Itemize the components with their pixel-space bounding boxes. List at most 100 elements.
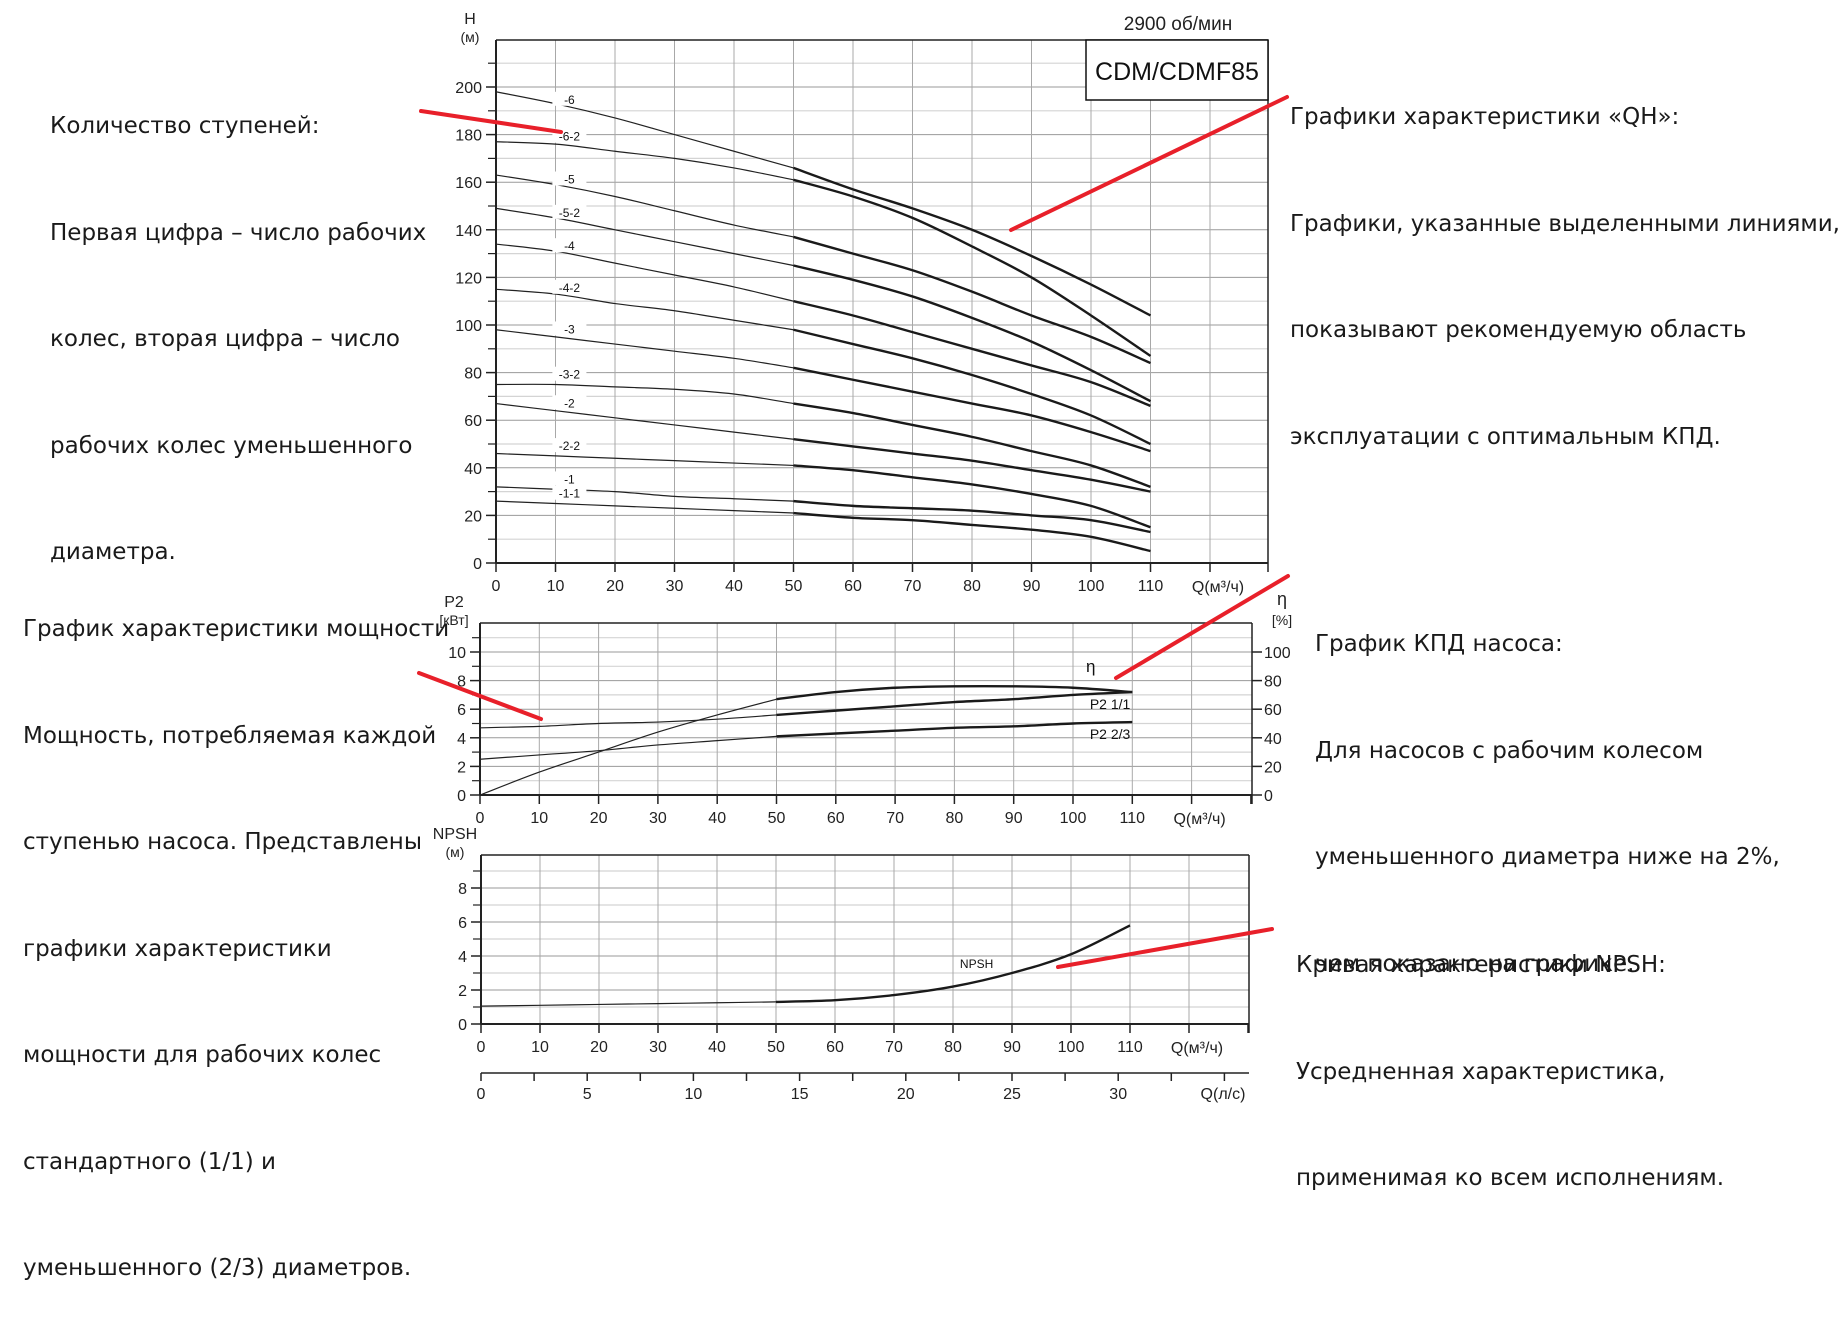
curve-operating-segment	[793, 264, 1152, 403]
x-tick-label: 20	[590, 1039, 608, 1056]
x-tick-label: 30	[649, 810, 667, 827]
curve-label: η	[1086, 657, 1095, 676]
curve-label: -1-1	[559, 487, 581, 501]
y-axis-unit: (м)	[446, 844, 465, 860]
curve-thin-segment	[495, 383, 794, 405]
y-tick-label: 200	[455, 80, 482, 97]
efficiency-pointer	[1114, 574, 1290, 680]
y-tick-label: 160	[455, 175, 482, 192]
qh-curve: -5	[495, 171, 1151, 365]
x-tick-label: 100	[1078, 578, 1105, 595]
curve-label: P2 2/3	[1090, 726, 1131, 742]
x-tick-label: 60	[844, 578, 862, 595]
curve-thin-segment	[479, 698, 777, 796]
curve-operating-segment	[776, 720, 1133, 738]
annotation-stages-line: диаметра.	[50, 539, 176, 565]
x-tick-label: 110	[1138, 578, 1164, 595]
y-tick-label: 0	[458, 1017, 467, 1034]
x-tick-label: 70	[904, 578, 922, 595]
annotation-power-line: График характеристики мощности	[23, 616, 450, 642]
x-tick-label: 90	[1003, 1039, 1021, 1056]
curve-thin-segment	[495, 486, 794, 502]
y-tick-label: 120	[455, 270, 482, 287]
x-tick-label: 10	[530, 810, 548, 827]
annotation-qh-line: Графики характеристики «QH»:	[1290, 104, 1680, 130]
x-tick-label: 40	[708, 1039, 726, 1056]
curve-label: -1	[564, 472, 575, 486]
x-axis-title: Q(м³/ч)	[1171, 1040, 1223, 1057]
annotation-power-line: графики характеристики	[23, 935, 332, 962]
y-tick-label: 100	[455, 318, 482, 335]
y2-tick-label: 60	[1264, 702, 1282, 719]
x-tick-label: 0	[477, 1039, 486, 1056]
curve-label: NPSH	[960, 957, 993, 971]
curve-thin-segment	[495, 91, 794, 169]
x-tick-label: 90	[1023, 578, 1041, 595]
power-curve: P2 2/3	[479, 720, 1133, 760]
y2-tick-label: 20	[1264, 759, 1282, 776]
y-axis-title: P2	[444, 594, 464, 611]
x2-tick-label: 30	[1109, 1086, 1127, 1103]
qh-chart: 0 20 40 60 80 100 120 140 160 180 200 0 10 20 30 40 50 60…	[455, 11, 1269, 596]
curve-operating-segment	[793, 166, 1152, 317]
y2-axis-title: η	[1277, 589, 1287, 609]
y2-tick-label: 0	[1264, 788, 1273, 805]
x-tick-label: 80	[946, 810, 964, 827]
y-tick-label: 2	[457, 759, 466, 776]
npsh-pointer	[1056, 927, 1274, 969]
curve-operating-segment	[793, 402, 1151, 488]
curve-operating-segment	[793, 464, 1151, 529]
curve-label: -3-2	[559, 368, 581, 382]
x2-tick-label: 25	[1003, 1086, 1021, 1103]
x2-tick-label: 20	[897, 1086, 915, 1103]
x2-tick-label: 15	[791, 1086, 809, 1103]
y-tick-label: 0	[457, 788, 466, 805]
y-tick-label: 10	[448, 645, 466, 662]
curve-thin-segment	[495, 500, 794, 514]
qh-curve: -6	[495, 91, 1152, 317]
y-tick-label: 20	[464, 508, 482, 525]
qh-curve: -1-1	[495, 485, 1151, 553]
qh-curve: -1	[495, 471, 1151, 534]
x-tick-label: 100	[1060, 810, 1087, 827]
annotation-stages-line: рабочих колес уменьшенного	[50, 432, 413, 459]
curve-thin-segment	[495, 288, 794, 331]
curve-thin-segment	[495, 402, 794, 440]
y2-axis-unit: [%]	[1272, 612, 1292, 628]
curve-label: -2-2	[559, 439, 581, 453]
x-axis-title: Q(м³/ч)	[1173, 811, 1225, 828]
curve-label: -4	[564, 239, 575, 253]
y-axis-unit: [кВт]	[439, 612, 468, 628]
x-tick-label: 60	[827, 810, 845, 827]
curve-label: -6-2	[559, 130, 581, 144]
x-tick-label: 110	[1117, 1039, 1143, 1056]
y-tick-label: 140	[455, 223, 482, 240]
x-tick-label: 40	[708, 810, 726, 827]
y-tick-label: 8	[458, 881, 467, 898]
annotation-power-line: Мощность, потребляемая каждой	[23, 722, 437, 749]
curve-operating-segment	[793, 499, 1151, 534]
y2-tick-label: 100	[1264, 645, 1291, 662]
x2-tick-label: 0	[477, 1086, 486, 1103]
x-tick-label: 90	[1005, 810, 1023, 827]
qh-curve: -2	[495, 395, 1151, 493]
qh-curve: -2-2	[495, 438, 1151, 529]
curve-thin-segment	[479, 714, 777, 729]
annotation-qh-line: эксплуатации с оптимальным КПД.	[1290, 423, 1721, 450]
x-tick-label: 110	[1120, 810, 1146, 827]
curve-label: P2 1/1	[1090, 696, 1131, 712]
annotation-efficiency-line: уменьшенного диаметра ниже на 2%,	[1315, 844, 1780, 870]
annotation-stages-line: Первая цифра – число рабочих	[50, 219, 427, 246]
annotation-stages-line: колес, вторая цифра – число	[50, 326, 400, 352]
y-tick-label: 80	[464, 366, 482, 383]
annotation-qh: Графики характеристики «QH»: Графики, ук…	[1290, 29, 1840, 491]
curve-thin-segment	[495, 174, 794, 238]
curve-operating-segment	[793, 178, 1152, 357]
y-tick-label: 2	[458, 983, 467, 1000]
curve-label: -5	[564, 173, 575, 187]
x2-tick-label: 5	[583, 1086, 592, 1103]
x-axis-title: Q(м³/ч)	[1192, 579, 1244, 596]
npsh-curve: NPSH	[480, 924, 1131, 1007]
